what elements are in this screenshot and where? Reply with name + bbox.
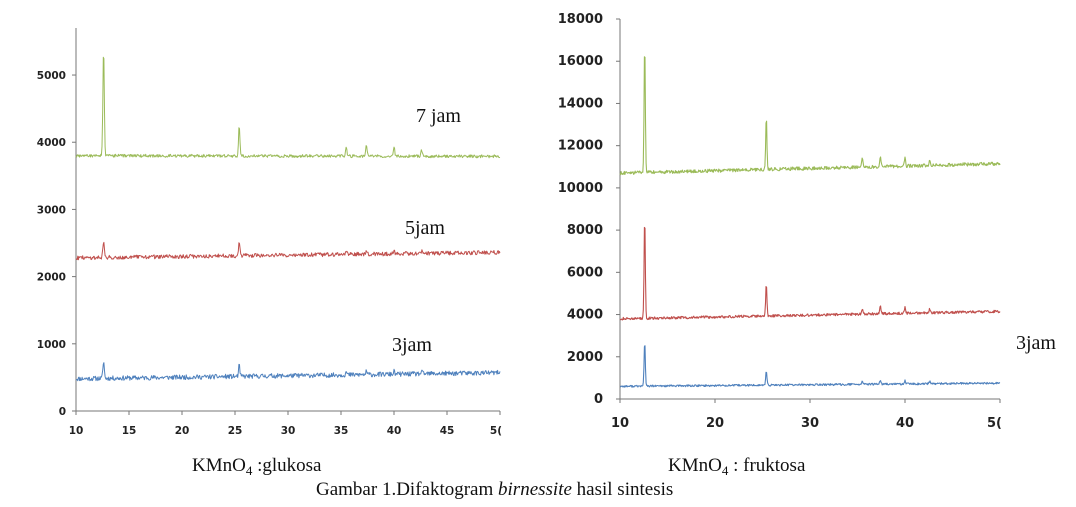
right-y-tick-label: 2000 bbox=[567, 350, 603, 365]
right-y-tick-label: 6000 bbox=[567, 265, 603, 280]
series-label-3jam-right: 3jam bbox=[1016, 332, 1056, 354]
figure-caption: Gambar 1.Difaktogram birnessite hasil si… bbox=[316, 479, 674, 500]
left-x-tick-label: 45 bbox=[440, 425, 455, 437]
left-series-line-2 bbox=[75, 56, 501, 159]
left-x-tick-label: 40 bbox=[387, 425, 402, 437]
caption-fruktosa: KMnO4 : fruktosa bbox=[668, 455, 806, 478]
right-y-tick-label: 12000 bbox=[558, 139, 603, 154]
left-x-tick-label: 15 bbox=[122, 425, 137, 437]
right-y-tick-label: 4000 bbox=[567, 308, 603, 323]
left-series bbox=[75, 56, 501, 382]
series-label-5jam: 5jam bbox=[405, 217, 445, 239]
series-label-3jam: 3jam bbox=[392, 334, 432, 356]
right-x-tick-label: 10 bbox=[611, 416, 629, 431]
right-axes: 0 2000 4000 6000 8000 10000 12000 14000 16000 180… bbox=[558, 12, 1002, 431]
right-series-line-2 bbox=[619, 56, 1001, 176]
right-y-tick-label: 8000 bbox=[567, 223, 603, 238]
left-axes: 0 1000 2000 3000 4000 5000 10 15 20 25 30 35 40 45 5( bbox=[37, 28, 502, 437]
caption-glukosa: KMnO4 :glukosa bbox=[192, 455, 322, 478]
chart-fruktosa: 0 2000 4000 6000 8000 10000 12000 14000 16000 180… bbox=[558, 12, 1057, 431]
right-y-tick-label: 10000 bbox=[558, 181, 603, 196]
right-series-line-0 bbox=[619, 345, 1001, 388]
left-x-tick-label: 30 bbox=[281, 425, 296, 437]
left-x-tick-label: 20 bbox=[175, 425, 190, 437]
left-x-tick-label: 25 bbox=[228, 425, 243, 437]
left-y-tick-label: 4000 bbox=[37, 137, 66, 149]
left-x-tick-label: 5( bbox=[490, 425, 502, 437]
left-x-tick-label: 35 bbox=[334, 425, 349, 437]
left-series-line-1 bbox=[75, 241, 501, 261]
left-y-tick-label: 5000 bbox=[37, 70, 66, 82]
right-y-tick-label: 18000 bbox=[558, 12, 603, 27]
right-y-tick-label: 14000 bbox=[558, 96, 603, 111]
right-x-tick-label: 20 bbox=[706, 416, 724, 431]
left-y-tick-label: 0 bbox=[59, 406, 66, 418]
left-x-tick-label: 10 bbox=[69, 425, 84, 437]
right-x-tick-label: 5( bbox=[987, 416, 1002, 431]
right-y-tick-label: 0 bbox=[594, 392, 603, 407]
right-series bbox=[619, 56, 1001, 388]
series-label-7jam: 7 jam bbox=[416, 105, 461, 127]
left-y-tick-label: 3000 bbox=[37, 204, 66, 216]
right-series-line-1 bbox=[619, 226, 1001, 321]
right-x-tick-label: 40 bbox=[896, 416, 914, 431]
left-y-tick-label: 1000 bbox=[37, 339, 66, 351]
left-y-tick-label: 2000 bbox=[37, 272, 66, 284]
left-series-line-0 bbox=[75, 362, 501, 382]
right-x-tick-label: 30 bbox=[801, 416, 819, 431]
right-y-tick-label: 16000 bbox=[558, 54, 603, 69]
